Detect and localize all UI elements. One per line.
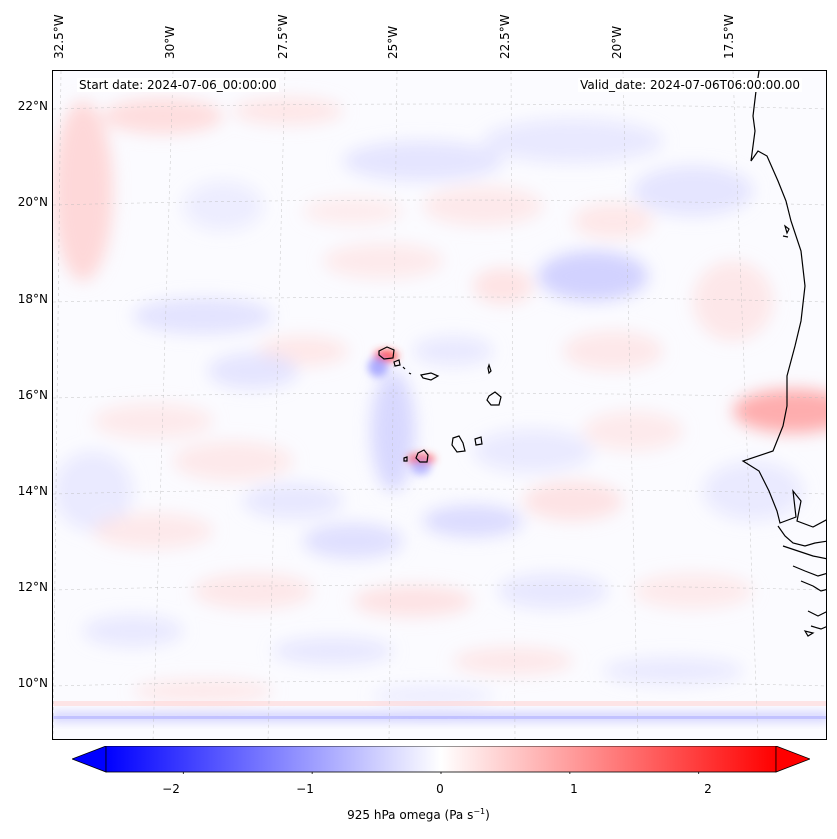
lon-label-17.5w: 17.5°W — [722, 14, 736, 59]
colorbar-label: 925 hPa omega (Pa s−1) — [0, 807, 837, 822]
lon-label-22.5w: 22.5°W — [498, 14, 512, 59]
lat-label-12n: 12°N — [17, 580, 48, 594]
colorbar-label-main: 925 hPa omega (Pa s — [347, 808, 474, 822]
lon-label-27.5w: 27.5°W — [276, 14, 290, 59]
valid-date-label: Valid_date: 2024-07-06T06:00:00.00 — [578, 78, 802, 92]
colorbar-tick-1: 1 — [570, 782, 578, 796]
omega-field — [53, 97, 826, 706]
lon-label-20w: 20°W — [610, 25, 624, 59]
colorbar-tick-marks — [182, 772, 700, 774]
lat-label-18n: 18°N — [17, 292, 48, 306]
start-date-label: Start date: 2024-07-06_00:00:00 — [77, 78, 279, 92]
lat-label-16n: 16°N — [17, 388, 48, 402]
lat-label-10n: 10°N — [17, 676, 48, 690]
cape-verde-islands — [378, 346, 502, 463]
colorbar-tick-0: 0 — [436, 782, 444, 796]
map-panel[interactable] — [52, 70, 827, 740]
colorbar-extend-high — [775, 746, 810, 773]
southern-band — [53, 701, 826, 723]
map-canvas — [53, 71, 826, 739]
lat-label-14n: 14°N — [17, 484, 48, 498]
island-features — [368, 350, 435, 475]
lon-gridlines — [53, 71, 759, 739]
colorbar-tick-2: 2 — [704, 782, 712, 796]
lat-label-20n: 20°N — [17, 195, 48, 209]
colorbar-tick-neg2: −2 — [162, 782, 180, 796]
africa-coastline — [741, 71, 826, 637]
colorbar-tick-neg1: −1 — [296, 782, 314, 796]
lon-label-32.5w: 32.5°W — [52, 14, 66, 59]
colorbar — [72, 746, 810, 774]
colorbar-label-close: ) — [485, 808, 490, 822]
colorbar-body — [105, 746, 777, 773]
colorbar-label-exponent: −1 — [473, 807, 486, 816]
lat-label-22n: 22°N — [17, 99, 48, 113]
colorbar-extend-low — [72, 746, 107, 773]
lon-label-30w: 30°W — [163, 25, 177, 59]
lon-label-25w: 25°W — [386, 25, 400, 59]
